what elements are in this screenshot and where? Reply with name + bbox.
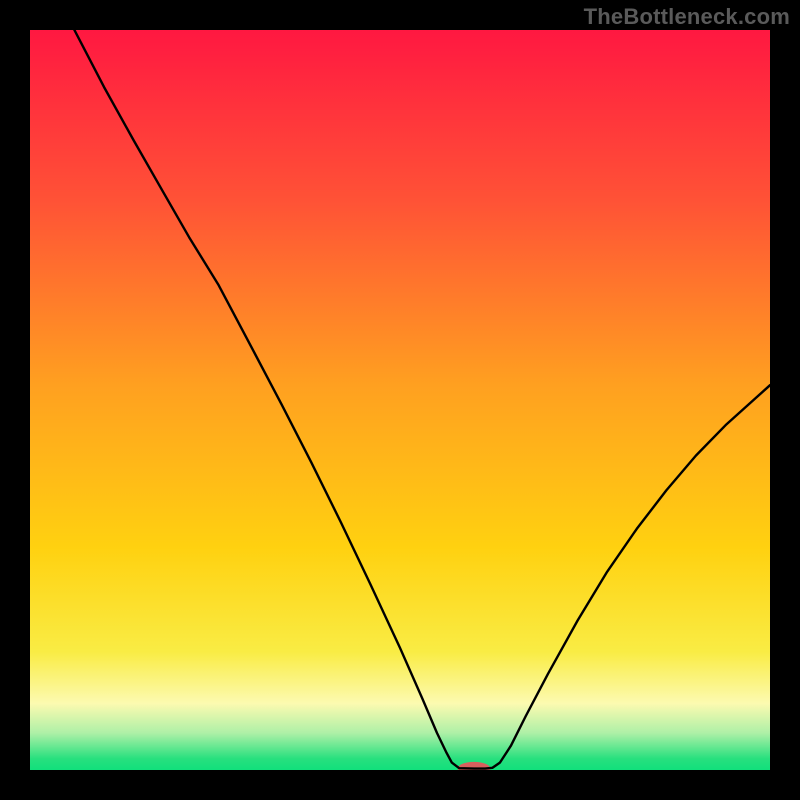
chart-container: { "watermark": { "text": "TheBottleneck.… xyxy=(0,0,800,800)
plot-background xyxy=(30,30,770,770)
bottleneck-chart xyxy=(0,0,800,800)
